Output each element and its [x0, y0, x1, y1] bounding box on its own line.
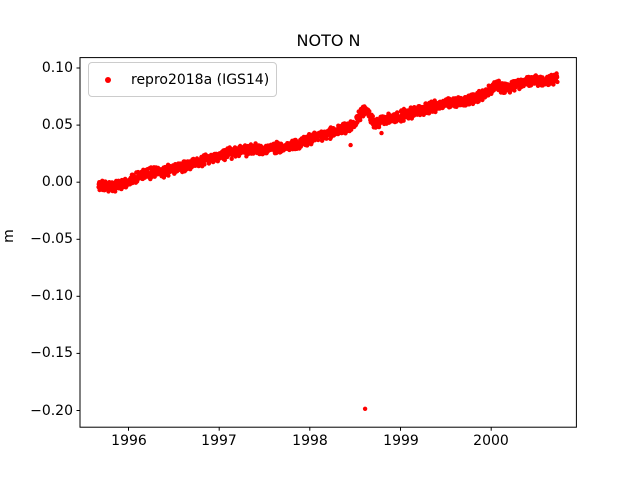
- y-tick-label: 0.05: [41, 117, 73, 133]
- scatter-series: [76, 57, 577, 431]
- y-tick-label: −0.15: [30, 345, 73, 361]
- data-point: [401, 118, 406, 123]
- y-tick-label: −0.20: [30, 403, 73, 419]
- data-point: [555, 79, 560, 85]
- legend-red-dot-icon: [105, 76, 111, 83]
- data-point: [202, 162, 207, 167]
- outlier-point: [362, 406, 368, 411]
- data-point: [512, 88, 517, 93]
- plot-border: [79, 57, 577, 428]
- x-tick-label: 1998: [292, 433, 328, 449]
- chart-title: NOTO N: [296, 31, 361, 50]
- data-point: [166, 173, 171, 178]
- data-point: [358, 117, 363, 123]
- data-point: [367, 109, 372, 114]
- outlier-point: [348, 142, 353, 148]
- data-point: [316, 137, 321, 143]
- legend: repro2018a (IGS14): [88, 62, 277, 97]
- data-point: [554, 75, 560, 80]
- legend-label: repro2018a (IGS14): [131, 71, 270, 88]
- data-point: [551, 82, 556, 87]
- data-point: [406, 116, 411, 121]
- data-point: [324, 136, 329, 141]
- data-point: [395, 110, 400, 115]
- x-tick-label: 1996: [111, 433, 147, 449]
- x-tick-label: 1999: [383, 433, 419, 449]
- y-tick-label: 0.00: [41, 174, 73, 190]
- outlier-point: [379, 130, 384, 136]
- y-tick-label: 0.10: [41, 60, 73, 76]
- y-tick-label: −0.05: [30, 231, 73, 247]
- data-point: [229, 156, 234, 161]
- y-tick-label: −0.10: [30, 288, 73, 304]
- x-tick-label: 2000: [473, 433, 509, 449]
- y-axis-label: m: [0, 229, 17, 243]
- x-tick-label: 1997: [201, 433, 237, 449]
- data-point: [370, 114, 375, 119]
